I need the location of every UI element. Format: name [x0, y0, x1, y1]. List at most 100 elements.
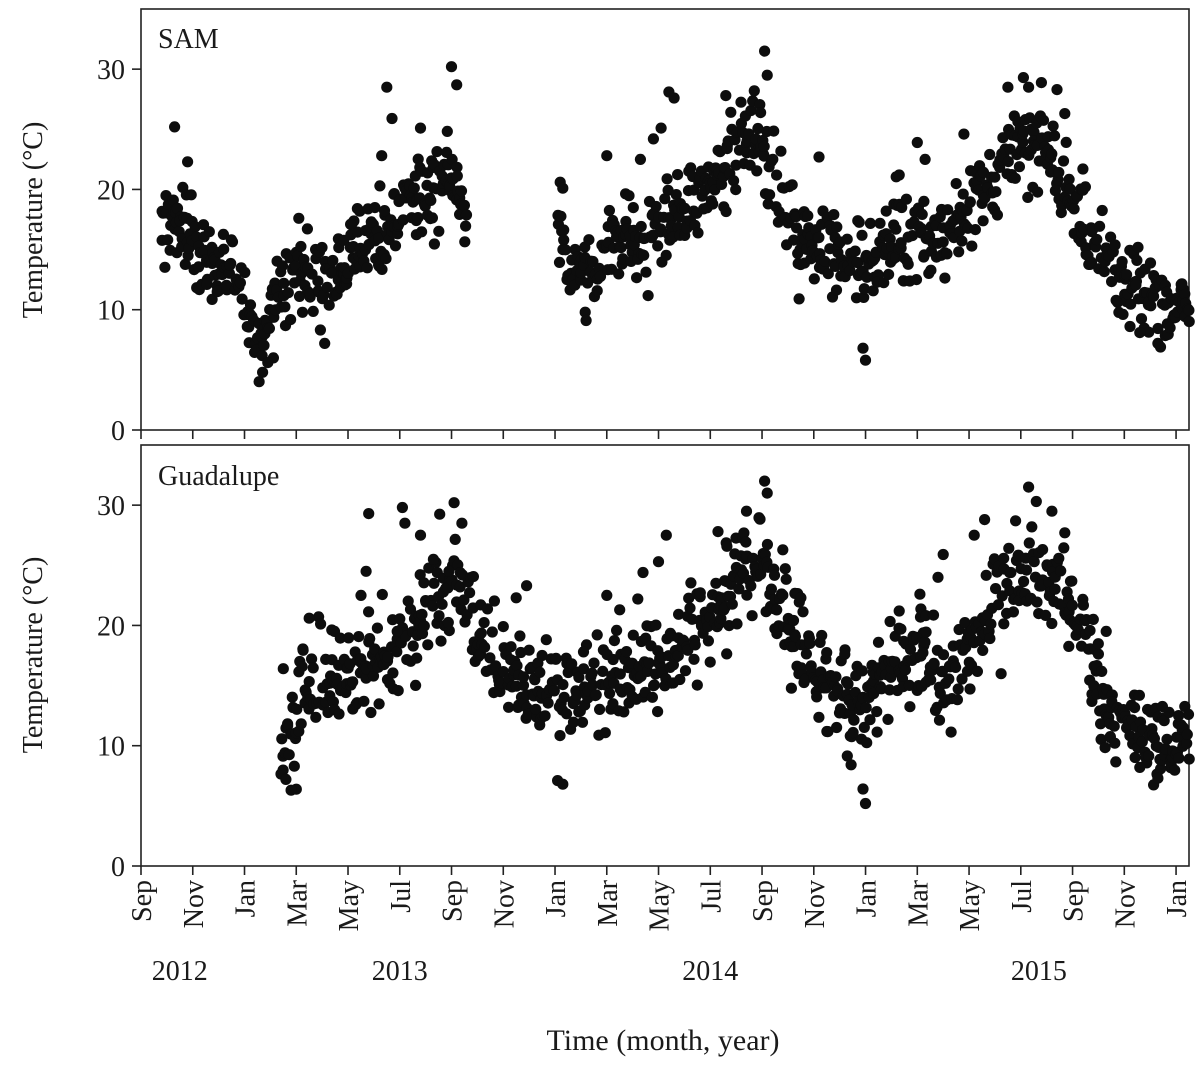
guadalupe-data-point: [488, 595, 500, 607]
sam-data-point: [1125, 298, 1137, 310]
guadalupe-data-point: [1023, 537, 1035, 549]
sam-data-point: [1121, 269, 1133, 281]
guadalupe-data-point: [416, 608, 428, 620]
guadalupe-data-point: [884, 615, 896, 628]
guadalupe-data-point: [353, 631, 365, 643]
sam-data-point: [990, 186, 1002, 198]
sam-data-point: [966, 240, 978, 252]
guadalupe-data-point: [1161, 733, 1173, 745]
x-tick-label-month: Sep: [438, 880, 469, 922]
guadalupe-data-point: [620, 646, 633, 658]
sam-data-point: [1032, 186, 1044, 198]
sam-data-point: [1017, 136, 1029, 148]
guadalupe-data-point: [588, 657, 600, 669]
sam-data-point: [1096, 204, 1108, 217]
guadalupe-data-point: [1095, 718, 1107, 730]
sam-data-point: [679, 202, 691, 214]
panel-sam-label: SAM: [158, 24, 219, 55]
guadalupe-data-point: [721, 540, 733, 552]
guadalupe-data-point: [977, 644, 989, 657]
guadalupe-data-point: [932, 571, 944, 583]
sam-data-point: [977, 215, 989, 227]
guadalupe-data-point: [1055, 565, 1067, 577]
guadalupe-data-point: [363, 606, 375, 618]
guadalupe-data-point: [780, 573, 792, 585]
sam-data-point: [234, 277, 246, 289]
guadalupe-data-point: [517, 679, 530, 691]
guadalupe-data-point: [797, 606, 809, 618]
guadalupe-data-point: [1129, 751, 1141, 764]
panel-guadalupe-y-ticks: 0 10 20 30: [97, 491, 141, 883]
sam-data-point: [412, 153, 424, 165]
guadalupe-data-point: [637, 566, 649, 579]
guadalupe-data-point: [745, 580, 757, 592]
sam-data-point: [937, 236, 949, 248]
guadalupe-data-point: [755, 568, 767, 580]
guadalupe-data-point: [530, 703, 542, 715]
panel-sam: SAM Temperature (°C) 0 10 20 30: [18, 8, 1195, 447]
sam-data-point: [583, 234, 595, 246]
sam-data-point: [226, 236, 239, 248]
guadalupe-data-point: [523, 644, 535, 656]
guadalupe-data-point: [1181, 728, 1193, 741]
x-tick-label-month: Jan: [231, 880, 262, 917]
guadalupe-data-point: [295, 718, 307, 730]
guadalupe-data-point: [1110, 756, 1122, 768]
guadalupe-data-point: [478, 617, 490, 629]
x-tick-label-month: Mar: [282, 879, 313, 926]
panel-guadalupe-label: Guadalupe: [158, 461, 279, 492]
guadalupe-data-point: [1152, 772, 1164, 784]
guadalupe-data-point: [558, 691, 570, 703]
guadalupe-data-point: [738, 527, 750, 539]
guadalupe-data-point: [984, 632, 996, 645]
sam-data-point: [327, 254, 339, 267]
guadalupe-data-point: [761, 538, 774, 551]
guadalupe-data-point: [885, 671, 897, 683]
guadalupe-data-point: [303, 676, 315, 688]
sam-data-point: [880, 205, 892, 217]
guadalupe-data-point: [310, 711, 322, 723]
sam-data-point: [1059, 108, 1071, 120]
sam-data-point: [307, 305, 319, 317]
sam-data-point: [1179, 288, 1191, 300]
x-tick-label-year: 2013: [372, 956, 428, 987]
guadalupe-data-point: [859, 797, 872, 810]
guadalupe-data-point: [1023, 481, 1035, 493]
guadalupe-data-point: [1096, 665, 1108, 678]
guadalupe-data-point: [995, 668, 1007, 680]
sam-data-point: [623, 190, 635, 202]
sam-data-point: [759, 45, 771, 57]
sam-data-point: [182, 156, 194, 168]
x-tick-label-year: 2014: [682, 956, 738, 987]
sam-data-point: [361, 262, 373, 274]
guadalupe-data-point: [577, 646, 590, 658]
sam-data-point: [950, 178, 962, 190]
y-tick-label: 10: [97, 296, 125, 327]
guadalupe-data-point: [945, 726, 957, 738]
sam-data-point: [788, 234, 800, 246]
sam-data-point: [735, 96, 747, 108]
guadalupe-data-point: [741, 589, 753, 601]
x-tick-label-month: Nov: [1110, 880, 1141, 928]
sam-data-point: [445, 61, 458, 73]
sam-data-point: [793, 293, 805, 305]
sam-data-point: [1144, 257, 1157, 269]
guadalupe-data-point: [1173, 710, 1185, 722]
guadalupe-data-point: [1169, 764, 1181, 776]
sam-data-point: [1028, 126, 1040, 138]
sam-data-point: [755, 107, 767, 119]
sam-data-point: [1148, 290, 1160, 302]
sam-data-point: [282, 287, 294, 299]
guadalupe-data-point: [443, 565, 455, 577]
sam-data-point: [217, 228, 229, 240]
guadalupe-data-point: [288, 760, 300, 772]
x-tick-label-month: Jul: [386, 880, 417, 913]
sam-data-point: [856, 229, 868, 241]
guadalupe-data-point: [683, 592, 695, 604]
guadalupe-data-point: [355, 589, 367, 602]
sam-data-point: [295, 240, 307, 253]
guadalupe-data-point: [1181, 737, 1193, 750]
guadalupe-data-point: [771, 604, 783, 616]
guadalupe-data-point: [761, 487, 773, 499]
